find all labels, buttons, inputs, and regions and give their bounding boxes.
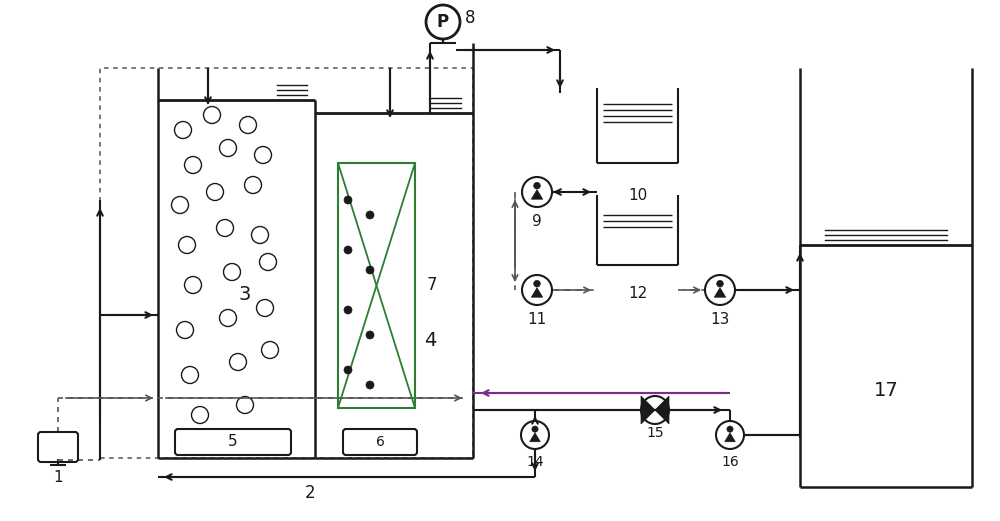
Text: 16: 16 [721,455,739,469]
Text: 5: 5 [228,435,238,450]
Text: 7: 7 [427,276,438,294]
Text: 6: 6 [376,435,384,449]
Bar [100,68,473,458]
Text: P: P [437,13,449,31]
Text: 13: 13 [710,313,730,328]
Circle shape [532,426,538,432]
Polygon shape [530,433,540,442]
Text: 11: 11 [527,313,547,328]
Circle shape [717,280,723,287]
Text: 4: 4 [424,330,436,350]
Text: 8: 8 [465,9,476,27]
Polygon shape [531,190,543,199]
Text: 2: 2 [305,484,315,502]
Polygon shape [655,396,669,424]
Polygon shape [714,288,726,297]
Polygon shape [725,433,735,442]
Text: 9: 9 [532,215,542,229]
Circle shape [727,426,733,432]
Circle shape [344,196,352,204]
Text: 10: 10 [628,189,647,204]
Bar [338,163,415,408]
Text: 1: 1 [53,470,63,486]
Text: 17: 17 [874,380,898,400]
Text: 14: 14 [526,455,544,469]
Circle shape [534,280,540,287]
Circle shape [366,331,374,339]
Polygon shape [641,396,655,424]
Polygon shape [531,288,543,297]
Circle shape [366,211,374,219]
Circle shape [534,182,540,189]
Circle shape [366,266,374,274]
Text: 3: 3 [239,286,251,304]
Text: 15: 15 [646,426,664,440]
Circle shape [344,366,352,374]
Circle shape [344,306,352,314]
Text: 12: 12 [628,286,647,301]
Circle shape [366,381,374,389]
Circle shape [344,246,352,254]
Circle shape [426,5,460,39]
